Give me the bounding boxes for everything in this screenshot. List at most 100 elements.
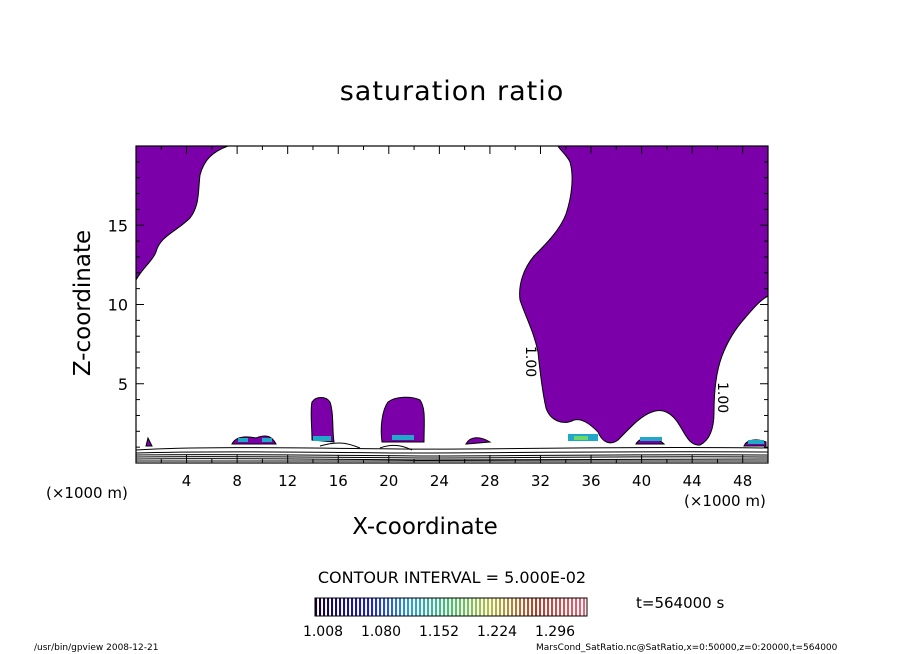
colorbar-frame (314, 597, 588, 617)
colorbar-segment (487, 598, 490, 616)
x-tick-label: 16 (329, 472, 348, 490)
colorbar-segment (463, 598, 466, 616)
colorbar-segment (499, 598, 502, 616)
colorbar-segment (387, 598, 390, 616)
colorbar-gap (473, 598, 475, 616)
ground-contours (135, 442, 769, 462)
colorbar-segment (447, 598, 450, 616)
colorbar-segment (355, 598, 358, 616)
colorbar-segment (495, 598, 498, 616)
colorbar-segment (347, 598, 350, 616)
colorbar-segment (331, 598, 334, 616)
colorbar-segment (475, 598, 478, 616)
x-tick-label: 48 (733, 472, 752, 490)
colorbar-gap (393, 598, 395, 616)
colorbar-segment (483, 598, 486, 616)
colorbar-gap (349, 598, 351, 616)
colorbar-segment (439, 598, 442, 616)
colorbar-gap (557, 598, 559, 616)
colorbar-gap (425, 598, 427, 616)
colorbar-segment (359, 598, 362, 616)
x-tick-label: 28 (480, 472, 499, 490)
colorbar-segment (523, 598, 526, 616)
colorbar-gap (465, 598, 467, 616)
colorbar-segment (315, 598, 318, 616)
colorbar-gap (445, 598, 447, 616)
colorbar-gap (409, 598, 411, 616)
colorbar-segment (363, 598, 366, 616)
high-sat-14 (313, 436, 331, 441)
colorbar-gap (573, 598, 575, 616)
colorbar-segment (451, 598, 454, 616)
contour-interval: CONTOUR INTERVAL = 5.000E-02 (317, 568, 587, 587)
colorbar-gap (513, 598, 515, 616)
colorbar-gap (321, 598, 323, 616)
y-tick-label: 15 (108, 216, 128, 235)
colorbar-gap (537, 598, 539, 616)
footer-left: /usr/bin/gpview 2008-12-21 (34, 643, 159, 653)
colorbar-segment (391, 598, 394, 616)
x-ticks: 4 8 12 16 20 24 28 32 36 40 44 48 (160, 146, 769, 490)
colorbar-segment (371, 598, 374, 616)
chart-title: saturation ratio (339, 76, 565, 107)
colorbar-gap (357, 598, 359, 616)
colorbar-segment (571, 598, 574, 616)
filled-region-blob-20 (380, 396, 425, 443)
high-sat-8 (238, 438, 248, 442)
colorbar-segment (407, 598, 410, 616)
colorbar-segment (399, 598, 402, 616)
colorbar-gap (329, 598, 331, 616)
colorbar (315, 598, 587, 616)
x-unit-left: (×1000 m) (46, 484, 128, 502)
x-tick-label: 20 (379, 472, 398, 490)
colorbar-gap (389, 598, 391, 616)
colorbar-segment (515, 598, 518, 616)
colorbar-segment (543, 598, 546, 616)
colorbar-segment (579, 598, 582, 616)
colorbar-gap (345, 598, 347, 616)
filled-region-blob-14 (310, 397, 335, 443)
colorbar-gap (581, 598, 583, 616)
colorbar-segment (339, 598, 342, 616)
colorbar-segment (503, 598, 506, 616)
colorbar-tick-label: 1.080 (361, 624, 401, 640)
colorbar-segment (467, 598, 470, 616)
colorbar-gap (561, 598, 563, 616)
colorbar-segment (459, 598, 462, 616)
colorbar-segment (455, 598, 458, 616)
high-sat-20 (392, 435, 414, 440)
colorbar-segment (535, 598, 538, 616)
colorbar-gap (377, 598, 379, 616)
x-tick-label: 12 (278, 472, 297, 490)
colorbar-gap (517, 598, 519, 616)
colorbar-gap (361, 598, 363, 616)
colorbar-gap (477, 598, 479, 616)
colorbar-segment (323, 598, 326, 616)
colorbar-gap (505, 598, 507, 616)
colorbar-segment (383, 598, 386, 616)
colorbar-segment (343, 598, 346, 616)
x-unit-right: (×1000 m) (684, 492, 766, 510)
colorbar-segment (435, 598, 438, 616)
colorbar-tick-label: 1.008 (303, 624, 343, 640)
colorbar-tick-label: 1.296 (535, 624, 575, 640)
colorbar-segment (507, 598, 510, 616)
colorbar-gap (453, 598, 455, 616)
colorbar-segment (547, 598, 550, 616)
colorbar-gap (565, 598, 567, 616)
filled-region-blob-4 (145, 436, 153, 447)
x-tick-label: 44 (683, 472, 702, 490)
colorbar-gap (341, 598, 343, 616)
colorbar-gap (549, 598, 551, 616)
colorbar-gap (569, 598, 571, 616)
contour-label: 1.00 (522, 346, 538, 377)
colorbar-segment (511, 598, 514, 616)
colorbar-gap (521, 598, 523, 616)
colorbar-ticks: 1.008 1.080 1.152 1.224 1.296 (303, 624, 575, 640)
colorbar-gap (429, 598, 431, 616)
colorbar-gap (493, 598, 495, 616)
colorbar-gap (413, 598, 415, 616)
colorbar-segment (559, 598, 562, 616)
colorbar-segment (519, 598, 522, 616)
y-ticks: 5 10 15 (108, 161, 768, 448)
